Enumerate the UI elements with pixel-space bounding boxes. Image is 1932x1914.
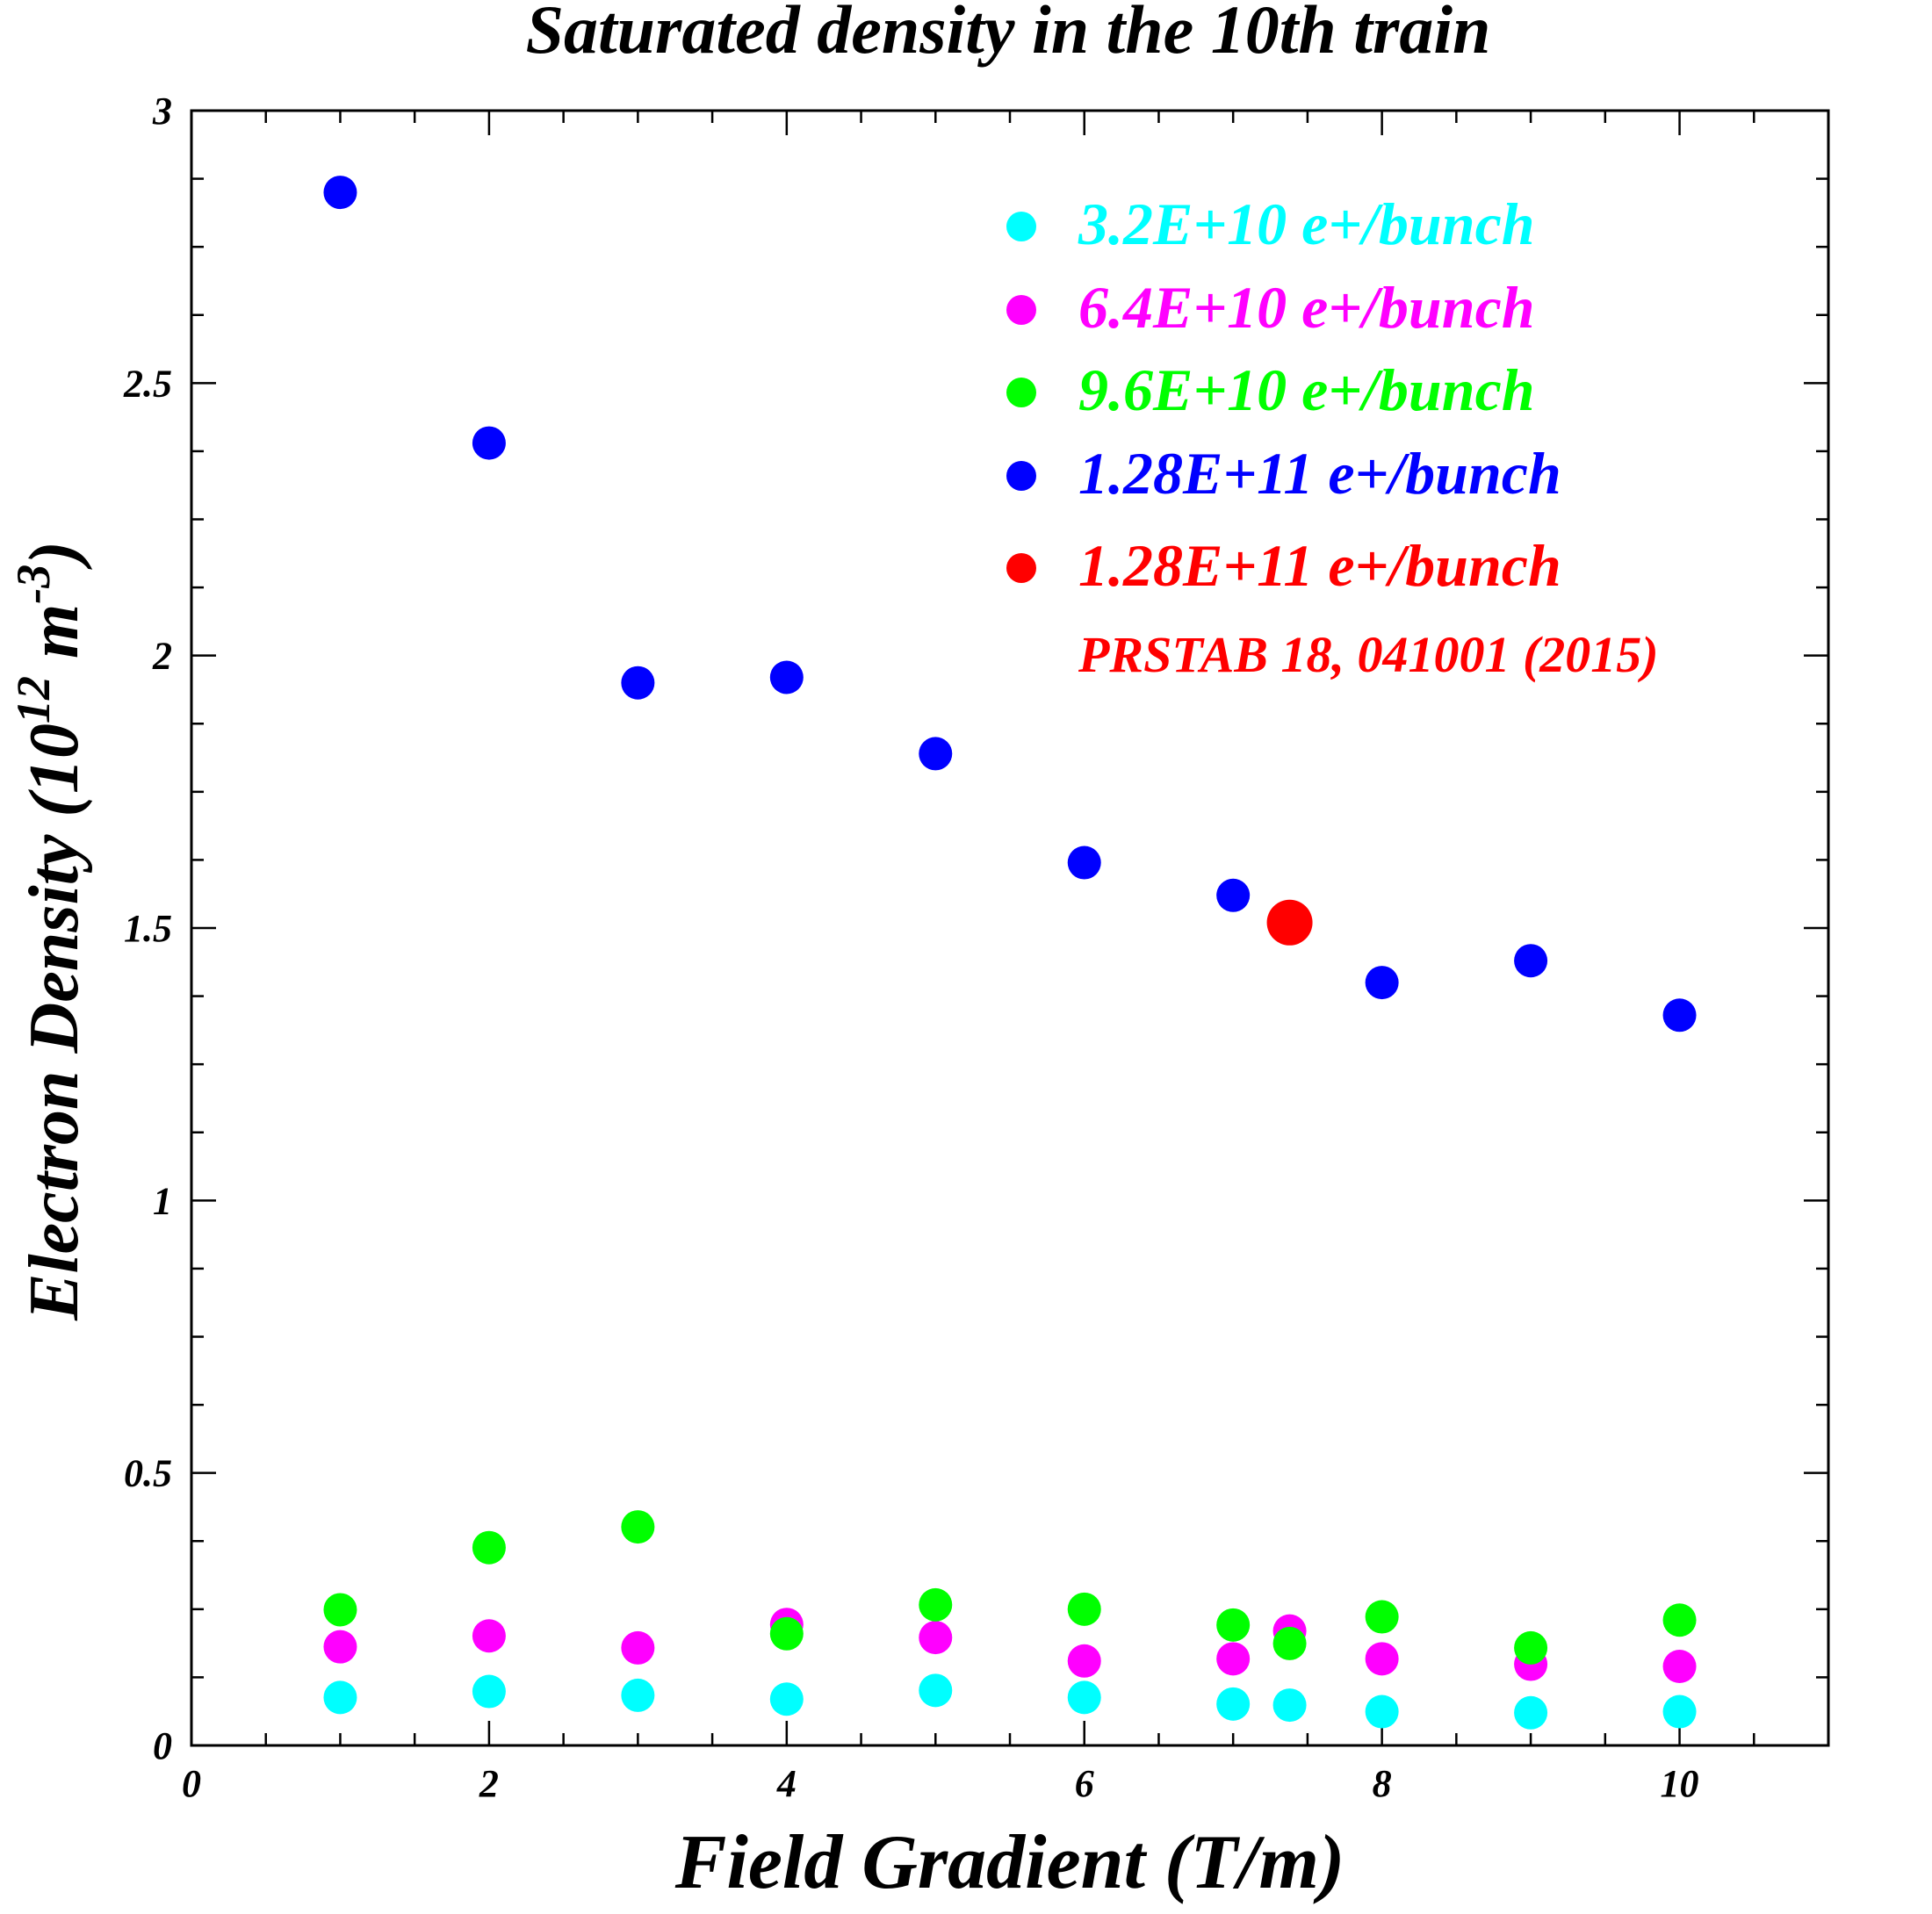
- data-point: [621, 1678, 655, 1712]
- data-point: [1266, 899, 1313, 946]
- data-point: [769, 660, 804, 694]
- data-point: [1216, 1642, 1251, 1676]
- y-axis-label-unit: m: [16, 604, 93, 676]
- data-point: [472, 426, 506, 460]
- data-point: [1365, 1642, 1399, 1676]
- legend-label: 3.2E+10 e+/bunch: [1078, 191, 1535, 257]
- y-axis-label: Electron Density (1012 m-3): [7, 541, 93, 1321]
- data-point: [1216, 878, 1251, 912]
- data-point: [919, 1673, 953, 1708]
- legend-marker: [1006, 212, 1036, 241]
- data-point: [1272, 1688, 1307, 1723]
- data-point: [1662, 1650, 1697, 1684]
- y-tick-label: 1.5: [124, 907, 172, 950]
- data-point: [1216, 1687, 1251, 1721]
- data-point: [1365, 1600, 1399, 1634]
- legend-label: 9.6E+10 e+/bunch: [1078, 356, 1535, 423]
- data-point: [919, 737, 953, 771]
- data-point: [621, 1510, 655, 1544]
- legend-marker: [1006, 378, 1036, 407]
- data-point: [472, 1530, 506, 1565]
- legend-note: PRSTAB 18, 041001 (2015): [1078, 626, 1659, 683]
- data-point: [1365, 966, 1399, 1000]
- y-tick-label: 1: [153, 1179, 172, 1222]
- legend-label: 1.28E+11 e+/bunch: [1078, 440, 1561, 507]
- x-tick-label: 4: [776, 1762, 797, 1805]
- data-point: [1662, 1695, 1697, 1729]
- x-tick-labels: 0 2 4 6 8 10: [182, 1762, 1699, 1805]
- data-point: [1662, 1603, 1697, 1637]
- data-point: [1067, 1680, 1101, 1715]
- data-point: [1067, 1592, 1101, 1626]
- data-point: [621, 1630, 655, 1665]
- legend-label: 1.28E+11 e+/bunch: [1078, 532, 1561, 599]
- x-tick-label: 0: [182, 1762, 201, 1805]
- x-tick-label: 2: [479, 1762, 499, 1805]
- x-tick-label: 8: [1373, 1762, 1392, 1805]
- data-point: [1514, 944, 1548, 978]
- y-tick-label: 2: [152, 635, 172, 678]
- legend-label: 6.4E+10 e+/bunch: [1078, 274, 1535, 341]
- data-point: [472, 1619, 506, 1653]
- data-point: [323, 1593, 357, 1627]
- x-tick-label: 6: [1075, 1762, 1094, 1805]
- data-point: [1365, 1695, 1399, 1729]
- data-point: [621, 666, 655, 700]
- y-tick-label: 0: [153, 1724, 172, 1767]
- data-point: [769, 1616, 804, 1651]
- data-point: [1514, 1630, 1548, 1665]
- data-point: [323, 176, 357, 210]
- x-axis-label: Field Gradient (T/m): [674, 1820, 1345, 1905]
- data-points: [323, 176, 1697, 1730]
- legend-marker: [1006, 295, 1036, 325]
- legend: 3.2E+10 e+/bunch 6.4E+10 e+/bunch 9.6E+10 …: [1006, 191, 1659, 683]
- y-tick-label: 2.5: [123, 362, 172, 405]
- data-point: [1067, 845, 1101, 880]
- data-point: [769, 1682, 804, 1716]
- chart-title: Saturated density in the 10th train: [526, 0, 1491, 68]
- y-axis-label-end: ): [16, 541, 93, 570]
- y-tick-label: 0.5: [124, 1452, 172, 1495]
- plot-frame: [190, 109, 1830, 1747]
- data-point: [1067, 1644, 1101, 1678]
- y-tick-labels: 0 0.5 1 1.5 2 2.5 3: [123, 90, 172, 1767]
- y-tick-label: 3: [152, 90, 172, 133]
- data-point: [1662, 998, 1697, 1033]
- data-point: [472, 1674, 506, 1709]
- data-point: [323, 1680, 357, 1715]
- y-axis-label-main: Electron Density (10: [16, 723, 93, 1321]
- data-point: [1216, 1608, 1251, 1642]
- data-point: [1514, 1695, 1548, 1730]
- data-point: [323, 1630, 357, 1664]
- legend-marker: [1006, 553, 1036, 583]
- x-tick-label: 10: [1661, 1762, 1699, 1805]
- y-axis-label-exponent-1: 12: [7, 676, 60, 723]
- data-point: [1272, 1626, 1307, 1660]
- axis-ticks: [190, 109, 1830, 1747]
- legend-marker: [1006, 461, 1036, 491]
- data-point: [919, 1587, 953, 1622]
- data-point: [919, 1621, 953, 1655]
- y-axis-label-exponent-2: -3: [7, 565, 60, 604]
